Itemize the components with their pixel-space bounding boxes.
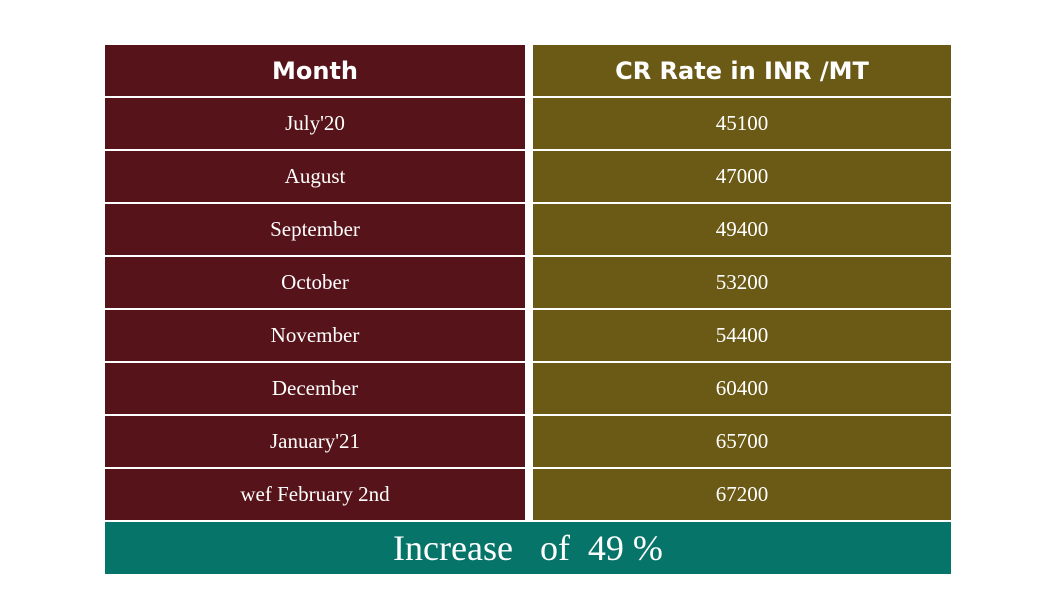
month-cell: October: [105, 257, 525, 308]
rate-cell: 65700: [533, 416, 951, 467]
month-cell: September: [105, 204, 525, 255]
rate-table: Month CR Rate in INR /MT July'20 45100 A…: [105, 45, 951, 574]
month-cell: July'20: [105, 98, 525, 149]
rate-cell: 49400: [533, 204, 951, 255]
month-cell: November: [105, 310, 525, 361]
month-cell: December: [105, 363, 525, 414]
table-row: July'20 45100: [105, 98, 951, 149]
month-cell: August: [105, 151, 525, 202]
rate-cell: 67200: [533, 469, 951, 520]
table-row: January'21 65700: [105, 416, 951, 467]
rate-cell: 60400: [533, 363, 951, 414]
table-row: September 49400: [105, 204, 951, 255]
table-row: August 47000: [105, 151, 951, 202]
month-cell: January'21: [105, 416, 525, 467]
header-cr-rate: CR Rate in INR /MT: [533, 45, 951, 96]
table-row: November 54400: [105, 310, 951, 361]
increase-footer: Increase of 49 %: [105, 522, 951, 574]
month-cell: wef February 2nd: [105, 469, 525, 520]
table-row: October 53200: [105, 257, 951, 308]
table-row: December 60400: [105, 363, 951, 414]
header-month: Month: [105, 45, 525, 96]
rate-cell: 54400: [533, 310, 951, 361]
rate-cell: 45100: [533, 98, 951, 149]
rate-cell: 47000: [533, 151, 951, 202]
table-row: wef February 2nd 67200: [105, 469, 951, 520]
rate-cell: 53200: [533, 257, 951, 308]
table-header-row: Month CR Rate in INR /MT: [105, 45, 951, 96]
